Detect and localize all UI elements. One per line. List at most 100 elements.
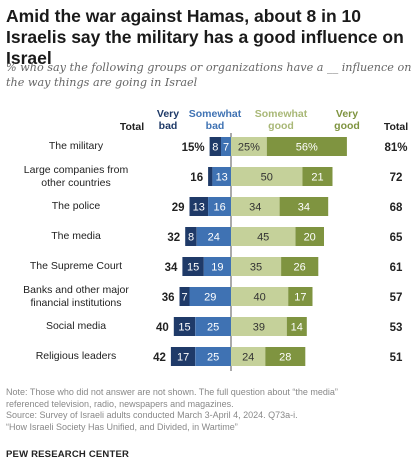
bar-very-bad bbox=[182, 257, 204, 276]
bar-value-label: 35 bbox=[250, 262, 262, 274]
bar-value-label: 25 bbox=[207, 352, 219, 364]
category-label-line: other countries bbox=[41, 176, 111, 189]
category-label-line: The police bbox=[51, 200, 101, 212]
category-label-line: Social media bbox=[45, 320, 107, 332]
footnote: Note: Those who did not answer are not s… bbox=[6, 387, 416, 433]
bar-very-good bbox=[302, 167, 333, 186]
bar-very-bad bbox=[179, 287, 190, 306]
bar-value-label: 14 bbox=[291, 322, 303, 334]
bar-value-label: 8 bbox=[188, 232, 194, 244]
category-label-line: The media bbox=[51, 230, 101, 242]
bar-somewhat-bad bbox=[189, 287, 231, 306]
total-good-value: 57 bbox=[390, 292, 403, 304]
bar-value-label: 26 bbox=[293, 262, 305, 274]
chart-subtitle: % who say the following groups or organi… bbox=[6, 61, 412, 89]
bar-value-label: 24 bbox=[242, 352, 254, 364]
bar-value-label: 13 bbox=[193, 202, 205, 214]
bar-very-bad bbox=[173, 317, 196, 336]
bar-somewhat-bad bbox=[195, 347, 232, 366]
bar-somewhat-good bbox=[231, 167, 303, 186]
bar-value-label: 24 bbox=[208, 232, 220, 244]
bar-value-label: 16 bbox=[213, 202, 225, 214]
bar-somewhat-good bbox=[231, 257, 281, 276]
category-label: Social media bbox=[6, 320, 146, 333]
bar-value-label: 29 bbox=[204, 292, 216, 304]
category-label-line: The Supreme Court bbox=[29, 260, 123, 272]
bar-very-bad bbox=[185, 227, 197, 246]
total-good-value: 72 bbox=[390, 172, 403, 184]
bar-very-good bbox=[279, 197, 329, 216]
bar-very-bad bbox=[208, 167, 213, 186]
bar-value-label: 19 bbox=[211, 262, 223, 274]
header-total-good: Total bbox=[383, 121, 409, 133]
bar-somewhat-bad bbox=[212, 167, 231, 186]
bar-value-label: 7 bbox=[223, 142, 229, 154]
bar-value-label: 21 bbox=[311, 172, 323, 184]
bar-somewhat-bad bbox=[221, 137, 231, 156]
header-somewhat-bad: Somewhat bad bbox=[188, 108, 242, 132]
header-very-good: Very good bbox=[334, 108, 360, 132]
category-label-line: Banks and other major bbox=[23, 283, 129, 296]
bar-value-label: 56% bbox=[296, 142, 318, 154]
bar-very-good bbox=[295, 227, 324, 246]
category-label: Religious leaders bbox=[6, 350, 146, 363]
category-label: The military bbox=[6, 140, 146, 153]
bar-somewhat-bad bbox=[208, 197, 231, 216]
bar-value-label: 45 bbox=[257, 232, 269, 244]
bar-value-label: 13 bbox=[216, 172, 228, 184]
bar-very-bad bbox=[189, 197, 209, 216]
total-good-value: 61 bbox=[390, 262, 403, 274]
bar-somewhat-bad bbox=[195, 317, 232, 336]
total-bad-value: 16 bbox=[190, 172, 203, 184]
bar-somewhat-good bbox=[231, 317, 287, 336]
bar-value-label: 15 bbox=[187, 262, 199, 274]
total-good-value: 65 bbox=[390, 232, 403, 244]
note-line: referenced television, radio, newspapers… bbox=[6, 398, 234, 409]
header-somewhat-good: Somewhat good bbox=[254, 108, 308, 132]
header-total-bad: Total bbox=[119, 121, 145, 133]
source-line: Source: Survey of Israeli adults conduct… bbox=[6, 410, 298, 420]
category-label: Banks and other major financial instituti… bbox=[6, 284, 146, 310]
pew-logo-text: PEW RESEARCH CENTER bbox=[6, 449, 130, 460]
bar-very-good bbox=[266, 137, 347, 156]
bar-very-bad bbox=[209, 137, 221, 156]
total-good-value: 53 bbox=[390, 322, 403, 334]
bar-somewhat-bad bbox=[203, 257, 231, 276]
total-good-value: 68 bbox=[390, 202, 403, 214]
category-label: The Supreme Court bbox=[6, 260, 146, 273]
bar-value-label: 34 bbox=[298, 202, 310, 214]
bar-very-good bbox=[281, 257, 319, 276]
total-bad-value: 42 bbox=[153, 352, 166, 364]
note-line: Note: Those who did not answer are not s… bbox=[6, 387, 338, 397]
bar-very-bad bbox=[170, 347, 196, 366]
bar-value-label: 20 bbox=[304, 232, 316, 244]
total-bad-value: 29 bbox=[172, 202, 185, 214]
bar-very-good bbox=[288, 287, 313, 306]
bar-value-label: 8 bbox=[212, 142, 218, 154]
category-label-line: The military bbox=[48, 140, 104, 152]
bar-value-label: 50 bbox=[261, 172, 273, 184]
bar-value-label: 17 bbox=[294, 292, 306, 304]
bar-value-label: 39 bbox=[253, 322, 265, 334]
category-label: The police bbox=[6, 200, 146, 213]
category-label-line: Large companies from bbox=[23, 163, 129, 176]
bar-value-label: 17 bbox=[177, 352, 189, 364]
bar-somewhat-good bbox=[231, 227, 296, 246]
bar-somewhat-good bbox=[231, 137, 267, 156]
total-bad-value: 15% bbox=[182, 142, 205, 154]
total-bad-value: 40 bbox=[156, 322, 169, 334]
header-very-bad: Very bad bbox=[156, 108, 180, 132]
total-good-value: 81% bbox=[384, 142, 407, 154]
total-bad-value: 36 bbox=[162, 292, 175, 304]
total-good-value: 51 bbox=[390, 352, 403, 364]
total-bad-value: 34 bbox=[165, 262, 178, 274]
bar-value-label: 28 bbox=[279, 352, 291, 364]
chart-title: Amid the war against Hamas, about 8 in 1… bbox=[6, 6, 404, 68]
category-label-line: Religious leaders bbox=[35, 350, 117, 362]
category-label-line: financial institutions bbox=[30, 296, 122, 309]
total-bad-value: 32 bbox=[167, 232, 180, 244]
bar-value-label: 34 bbox=[249, 202, 261, 214]
bar-somewhat-bad bbox=[196, 227, 231, 246]
bar-very-good bbox=[286, 317, 307, 336]
